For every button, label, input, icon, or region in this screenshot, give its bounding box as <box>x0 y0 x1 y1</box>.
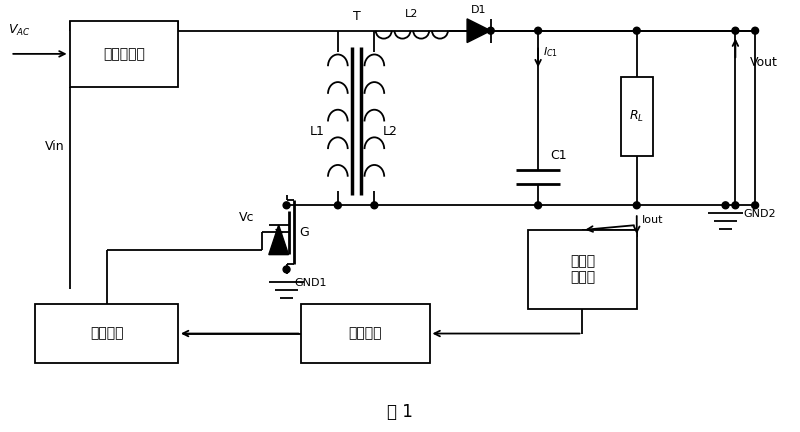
Circle shape <box>634 27 640 34</box>
Polygon shape <box>269 225 289 254</box>
Bar <box>35 304 178 363</box>
Circle shape <box>283 266 290 273</box>
Text: G: G <box>299 226 309 239</box>
Circle shape <box>334 202 342 209</box>
Text: GND1: GND1 <box>294 278 327 288</box>
Bar <box>621 77 653 156</box>
Circle shape <box>534 27 542 34</box>
Text: Vin: Vin <box>45 140 65 152</box>
Bar <box>528 230 637 309</box>
Text: L2: L2 <box>382 125 398 138</box>
Circle shape <box>752 27 758 34</box>
Circle shape <box>283 202 290 209</box>
Text: T: T <box>353 10 361 23</box>
Text: L2: L2 <box>405 9 418 19</box>
Text: L1: L1 <box>310 125 325 138</box>
Text: GND2: GND2 <box>743 209 776 219</box>
Bar <box>70 21 178 87</box>
Text: $V_{AC}$: $V_{AC}$ <box>8 23 31 38</box>
Text: Vc: Vc <box>239 210 255 224</box>
Text: 控制电路: 控制电路 <box>90 327 123 340</box>
Circle shape <box>487 27 494 34</box>
Text: 图 1: 图 1 <box>387 403 413 422</box>
Text: C1: C1 <box>550 149 566 162</box>
Circle shape <box>752 202 758 209</box>
Text: D1: D1 <box>471 5 486 15</box>
Text: Vout: Vout <box>750 56 778 69</box>
Polygon shape <box>467 19 490 42</box>
Circle shape <box>732 202 739 209</box>
Text: 直流隔离: 直流隔离 <box>349 327 382 340</box>
Bar <box>302 304 430 363</box>
Text: 整流、滤波: 整流、滤波 <box>103 47 145 61</box>
Circle shape <box>732 27 739 34</box>
Text: 输出电
流检波: 输出电 流检波 <box>570 254 595 285</box>
Text: $I_{C1}$: $I_{C1}$ <box>543 45 558 59</box>
Circle shape <box>634 202 640 209</box>
Circle shape <box>722 202 729 209</box>
Circle shape <box>534 202 542 209</box>
Text: Iout: Iout <box>642 215 663 225</box>
Circle shape <box>371 202 378 209</box>
Text: $R_L$: $R_L$ <box>630 109 644 124</box>
